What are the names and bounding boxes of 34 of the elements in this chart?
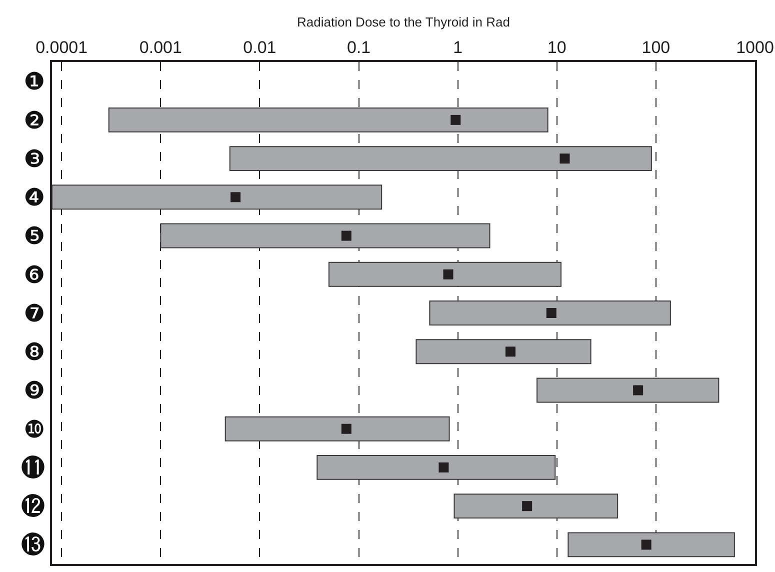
y-tick-label: ❹ [24,184,46,212]
y-tick-label: ❻ [24,260,46,289]
y-tick-label: ⓬ [21,492,46,520]
bar [108,107,548,132]
bar [224,416,450,442]
bar [52,184,382,210]
y-tick-label: ❽ [24,338,46,366]
bar [316,454,556,480]
y-tick-label: ❼ [24,299,46,328]
x-tick-label: 0.01 [243,38,276,58]
x-tick-label: 0.001 [139,38,182,58]
y-tick-label: ❶ [24,68,46,96]
y-tick-label: ❷ [24,106,46,134]
bar [328,262,562,287]
y-tick-label: ⓫ [21,454,46,482]
x-tick-label: 1000 [736,38,774,58]
bar [160,223,490,248]
y-tick-label: ❾ [24,376,46,405]
x-tick-label: 10 [547,38,566,58]
bar [229,146,652,172]
bar [536,378,720,403]
x-axis-title: Radiation Dose to the Thyroid in Rad [297,14,510,30]
bar [454,494,618,519]
y-tick-label: ❿ [24,415,46,444]
bar [568,532,735,558]
y-tick-label: ❺ [24,222,46,250]
y-tick-label: ❸ [24,144,46,173]
bar [416,339,592,364]
bar [429,300,671,326]
x-tick-label: 0.0001 [36,38,88,58]
x-tick-label: 100 [642,38,670,58]
y-tick-label: ⓭ [21,531,46,560]
x-tick-label: 1 [453,38,463,58]
x-tick-label: 0.1 [346,38,371,58]
